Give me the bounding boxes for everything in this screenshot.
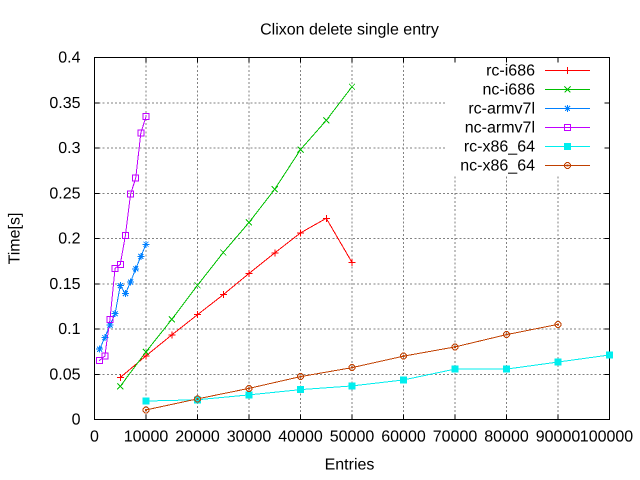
svg-text:0: 0: [72, 412, 81, 429]
svg-text:10000: 10000: [124, 429, 169, 446]
svg-text:nc-x86_64: nc-x86_64: [460, 158, 535, 175]
svg-text:40000: 40000: [278, 429, 323, 446]
svg-text:30000: 30000: [227, 429, 272, 446]
svg-text:rc-i686: rc-i686: [486, 63, 535, 80]
svg-text:nc-i686: nc-i686: [483, 82, 536, 99]
svg-text:60000: 60000: [381, 429, 426, 446]
svg-text:100000: 100000: [580, 429, 633, 446]
svg-text:rc-armv7l: rc-armv7l: [468, 101, 535, 118]
svg-text:0.35: 0.35: [49, 95, 80, 112]
svg-text:0.25: 0.25: [49, 185, 80, 202]
svg-text:Entries: Entries: [325, 457, 375, 474]
svg-text:90000: 90000: [536, 429, 581, 446]
svg-text:Time[s]: Time[s]: [7, 213, 24, 265]
svg-text:nc-armv7l: nc-armv7l: [465, 120, 535, 137]
svg-text:0.15: 0.15: [49, 276, 80, 293]
svg-text:0.2: 0.2: [58, 231, 80, 248]
svg-text:Clixon delete single entry: Clixon delete single entry: [260, 22, 439, 39]
svg-text:rc-x86_64: rc-x86_64: [464, 139, 535, 156]
svg-text:0.3: 0.3: [58, 140, 80, 157]
svg-text:0.4: 0.4: [58, 50, 80, 67]
svg-text:20000: 20000: [175, 429, 220, 446]
svg-text:0.05: 0.05: [49, 366, 80, 383]
svg-text:50000: 50000: [330, 429, 375, 446]
svg-text:80000: 80000: [484, 429, 529, 446]
svg-text:0: 0: [90, 429, 99, 446]
svg-text:70000: 70000: [433, 429, 478, 446]
svg-text:0.1: 0.1: [58, 321, 80, 338]
